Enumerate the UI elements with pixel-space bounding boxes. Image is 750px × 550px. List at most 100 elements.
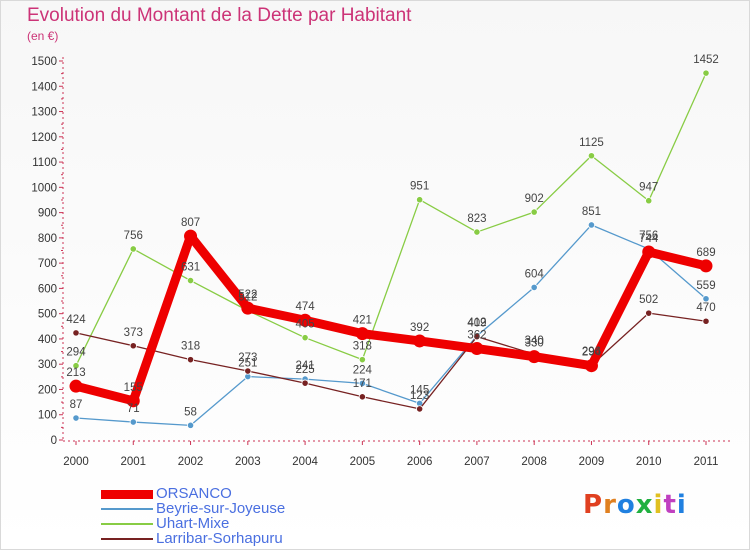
x-tick-label: 2007 — [464, 456, 490, 468]
data-label-uhart-mixe: 823 — [467, 213, 486, 225]
data-point-beyrie-sur-joyeuse — [358, 379, 366, 388]
data-point-orsanco — [584, 359, 598, 373]
y-tick-label: 900 — [38, 208, 57, 220]
data-point-orsanco — [470, 342, 484, 356]
data-label-orsanco: 474 — [295, 301, 315, 313]
data-point-uhart-mixe — [587, 152, 596, 160]
data-label-uhart-mixe: 951 — [410, 181, 429, 193]
legend-item-orsanco: ORSANCO — [101, 485, 361, 502]
y-tick-label: 0 — [51, 435, 57, 447]
data-label-uhart-mixe: 405 — [295, 319, 314, 331]
data-label-larribar-sorhapuru: 171 — [353, 378, 372, 390]
data-label-beyrie-sur-joyeuse: 87 — [70, 399, 83, 411]
data-label-larribar-sorhapuru: 409 — [467, 318, 486, 330]
data-point-orsanco — [355, 327, 369, 341]
proxiti-logo: Proxiti — [583, 490, 687, 520]
data-point-orsanco — [298, 313, 312, 327]
y-tick-label: 1300 — [31, 107, 57, 119]
data-point-larribar-sorhapuru — [244, 367, 252, 375]
legend-label: Beyrie-sur-Joyeuse — [156, 500, 286, 517]
y-tick-label: 400 — [38, 334, 57, 346]
data-label-orsanco: 155 — [124, 382, 143, 394]
legend-swatch — [101, 523, 153, 525]
data-point-uhart-mixe — [645, 197, 653, 205]
data-label-orsanco: 421 — [353, 315, 372, 327]
legend-item-beyrie-sur-joyeuse: Beyrie-sur-Joyeuse — [101, 500, 361, 517]
data-label-uhart-mixe: 1452 — [693, 54, 719, 66]
y-tick-label: 200 — [38, 384, 57, 396]
data-label-uhart-mixe: 318 — [353, 341, 372, 353]
data-point-orsanco — [699, 259, 713, 273]
data-label-beyrie-sur-joyeuse: 251 — [238, 358, 257, 370]
x-tick-label: 2002 — [178, 456, 204, 468]
data-label-orsanco: 330 — [525, 338, 544, 350]
x-tick-label: 2001 — [120, 456, 146, 468]
data-label-orsanco: 522 — [238, 289, 257, 301]
x-tick-label: 2003 — [235, 456, 261, 468]
data-label-beyrie-sur-joyeuse: 756 — [639, 230, 658, 242]
y-tick-label: 1200 — [31, 132, 57, 144]
data-point-larribar-sorhapuru — [702, 317, 710, 325]
data-label-orsanco: 689 — [696, 247, 715, 259]
y-tick-label: 1000 — [31, 182, 57, 194]
y-tick-label: 800 — [38, 233, 57, 245]
data-label-larribar-sorhapuru: 225 — [295, 364, 314, 376]
data-label-uhart-mixe: 631 — [181, 262, 200, 274]
data-label-larribar-sorhapuru: 273 — [238, 352, 257, 364]
data-point-larribar-sorhapuru — [416, 405, 424, 413]
data-label-beyrie-sur-joyeuse: 241 — [295, 360, 314, 372]
y-tick-label: 1400 — [31, 81, 57, 93]
data-point-uhart-mixe — [186, 276, 195, 285]
y-tick-label: 1100 — [32, 157, 57, 169]
data-label-orsanco: 362 — [467, 330, 486, 342]
data-label-beyrie-sur-joyeuse: 851 — [582, 206, 601, 218]
data-label-larribar-sorhapuru: 373 — [124, 327, 143, 339]
data-label-larribar-sorhapuru: 470 — [696, 302, 715, 314]
data-point-larribar-sorhapuru — [473, 333, 481, 341]
legend-label: ORSANCO — [156, 485, 232, 502]
series-line-beyrie-sur-joyeuse — [75, 224, 707, 426]
data-label-larribar-sorhapuru: 502 — [639, 294, 658, 306]
data-point-uhart-mixe — [473, 228, 481, 236]
x-tick-label: 2008 — [521, 456, 547, 468]
chart-unit-label: (en €) — [27, 29, 59, 43]
data-label-larribar-sorhapuru: 318 — [181, 341, 200, 353]
data-point-beyrie-sur-joyeuse — [129, 418, 137, 426]
data-point-larribar-sorhapuru — [129, 342, 137, 350]
legend-swatch — [101, 508, 153, 510]
data-point-uhart-mixe — [358, 356, 366, 364]
x-tick-label: 2004 — [292, 456, 318, 468]
y-tick-label: 1500 — [31, 56, 57, 68]
data-label-larribar-sorhapuru: 424 — [66, 314, 86, 326]
x-tick-label: 2009 — [579, 456, 605, 468]
data-label-beyrie-sur-joyeuse: 559 — [696, 280, 715, 292]
data-label-beyrie-sur-joyeuse: 604 — [525, 268, 545, 280]
data-point-orsanco — [126, 394, 140, 408]
data-point-orsanco — [413, 334, 427, 348]
data-label-larribar-sorhapuru: 296 — [582, 346, 601, 358]
data-point-uhart-mixe — [129, 245, 137, 253]
data-label-uhart-mixe: 512 — [238, 292, 257, 304]
legend-swatch — [101, 538, 153, 540]
chart-title: Evolution du Montant de la Dette par Hab… — [27, 5, 412, 26]
legend-item-uhart-mixe: Uhart-Mixe — [101, 515, 361, 532]
data-label-beyrie-sur-joyeuse: 412 — [467, 317, 486, 329]
data-point-larribar-sorhapuru — [186, 356, 195, 364]
data-point-larribar-sorhapuru — [72, 329, 80, 337]
data-label-orsanco: 392 — [410, 322, 429, 334]
data-label-orsanco: 213 — [66, 367, 85, 379]
x-tick-label: 2005 — [350, 456, 376, 468]
data-point-orsanco — [184, 229, 198, 243]
y-tick-label: 700 — [38, 258, 57, 270]
data-label-uhart-mixe: 756 — [124, 230, 143, 242]
y-tick-label: 500 — [38, 309, 57, 321]
data-label-beyrie-sur-joyeuse: 71 — [127, 403, 140, 415]
legend-label: Uhart-Mixe — [156, 515, 230, 532]
chart-legend: ORSANCO Beyrie-sur-Joyeuse Uhart-Mixe Larri… — [101, 485, 361, 547]
y-tick-label: 300 — [38, 359, 57, 371]
data-point-beyrie-sur-joyeuse — [702, 295, 710, 303]
data-point-beyrie-sur-joyeuse — [186, 421, 195, 429]
x-tick-label: 2011 — [694, 456, 719, 468]
